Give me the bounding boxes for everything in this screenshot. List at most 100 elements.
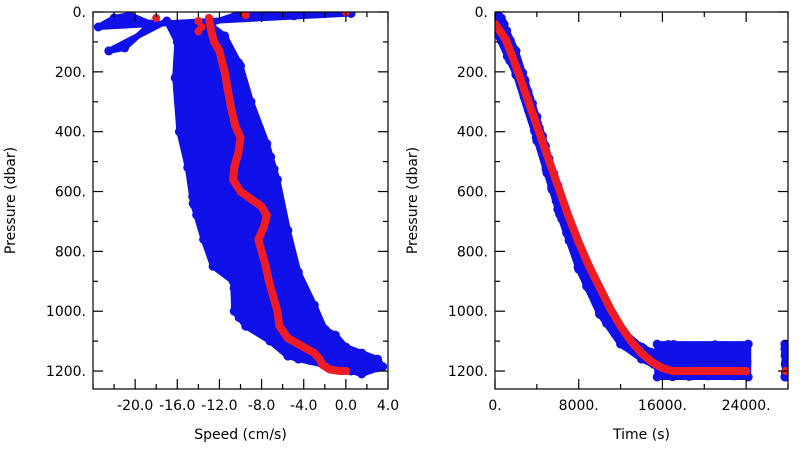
mean-point [261, 262, 270, 271]
y-tick-label: 400. [457, 125, 488, 141]
scatter-point [265, 336, 275, 346]
scatter-point [293, 267, 303, 277]
x-axis-label: Time (s) [612, 427, 670, 443]
scatter-point [220, 31, 230, 41]
scatter-point [248, 123, 258, 133]
scatter-point [189, 48, 198, 58]
scatter-point [283, 351, 293, 361]
mean-point [273, 307, 282, 316]
scatter-point [93, 22, 103, 32]
mean-point [275, 322, 284, 331]
scatter-point [257, 279, 267, 289]
scatter-point [228, 50, 238, 60]
scatter-point [273, 228, 283, 238]
scatter-point [237, 170, 247, 180]
scatter-point [595, 309, 605, 319]
scatter-point [229, 283, 239, 293]
mean-point [231, 121, 240, 130]
mean-point [564, 211, 573, 220]
mean-point [194, 17, 203, 25]
mean-point [553, 181, 562, 190]
scatter-point [172, 37, 182, 47]
scatter-point [187, 41, 197, 51]
scatter-point [255, 295, 265, 304]
mean-point [543, 151, 552, 160]
scatter-point [188, 199, 198, 208]
x-tick-label: 8000. [559, 398, 599, 414]
scatter-point [228, 276, 238, 286]
mean-point [152, 14, 161, 22]
mean-point [606, 304, 615, 313]
scatter-point [253, 169, 263, 179]
scatter-point [293, 354, 303, 364]
scatter-point [217, 200, 227, 210]
x-tick-label: -4.0 [290, 398, 317, 414]
mean-point [204, 14, 213, 22]
scatter-point [162, 16, 172, 26]
scatter-point [564, 236, 574, 246]
scatter-point [616, 339, 626, 349]
scatter-point [225, 216, 234, 226]
scatter-point [269, 164, 279, 174]
scatter-point [262, 139, 272, 149]
mean-point [257, 202, 266, 211]
scatter-point [254, 160, 264, 169]
scatter-point [329, 355, 339, 365]
scatter-point [330, 330, 340, 340]
mean-point [215, 46, 224, 55]
scatter-point [574, 264, 584, 274]
scatter-point [710, 340, 720, 350]
mean-point [236, 133, 245, 142]
mean-point [495, 20, 499, 28]
mean-point [585, 262, 594, 271]
time-pressure-chart: 0. 8000. 16000. 24000. 0. 200. 400. 600. 800. 100… [405, 5, 789, 443]
scatter-point [237, 309, 246, 319]
scatter-point [254, 182, 264, 192]
plot-frame [494, 11, 789, 390]
scatter-point [174, 23, 184, 33]
y-axis-label: Pressure (dbar) [3, 147, 19, 254]
mean-point [259, 223, 268, 232]
mean-point [247, 195, 255, 203]
scatter-point [652, 372, 662, 382]
scatter-point [206, 75, 216, 85]
scatter-point [366, 362, 376, 372]
scatter-point [320, 324, 330, 334]
scatter-point [177, 60, 187, 70]
scatter-point [283, 297, 293, 307]
mean-point [326, 365, 335, 374]
scatter-point [188, 23, 197, 32]
scatter-point [780, 349, 788, 359]
scatter-point [174, 127, 184, 137]
mean-point [637, 349, 646, 358]
scatter-point [146, 19, 156, 29]
scatter-point [170, 73, 180, 83]
scatter-point [201, 164, 211, 174]
scatter-point [262, 301, 272, 311]
scatter-point [279, 269, 288, 279]
scatter-point [125, 12, 135, 20]
scatter-point [109, 13, 119, 23]
scatter-point [553, 205, 563, 214]
scatter-point [373, 354, 382, 364]
mean-point [595, 283, 604, 292]
scatter-point [246, 97, 256, 107]
scatter-point [273, 341, 283, 351]
plot-area [495, 12, 788, 382]
scatter-point [215, 259, 225, 269]
scatter-point [742, 357, 752, 367]
scatter-point [341, 342, 351, 352]
mean-point [269, 292, 278, 301]
x-tick-label: -12.0 [201, 398, 237, 414]
scatter-point [605, 317, 615, 327]
mean-point [315, 355, 324, 364]
scatter-point [249, 267, 259, 277]
x-tick-label: -8.0 [248, 398, 275, 414]
scatter-point [183, 163, 193, 173]
y-axis-label: Pressure (dbar) [405, 147, 421, 254]
scatter-point [192, 116, 202, 125]
scatter-point [700, 356, 710, 366]
scatter-point [378, 362, 388, 372]
scatter-point [241, 111, 251, 121]
